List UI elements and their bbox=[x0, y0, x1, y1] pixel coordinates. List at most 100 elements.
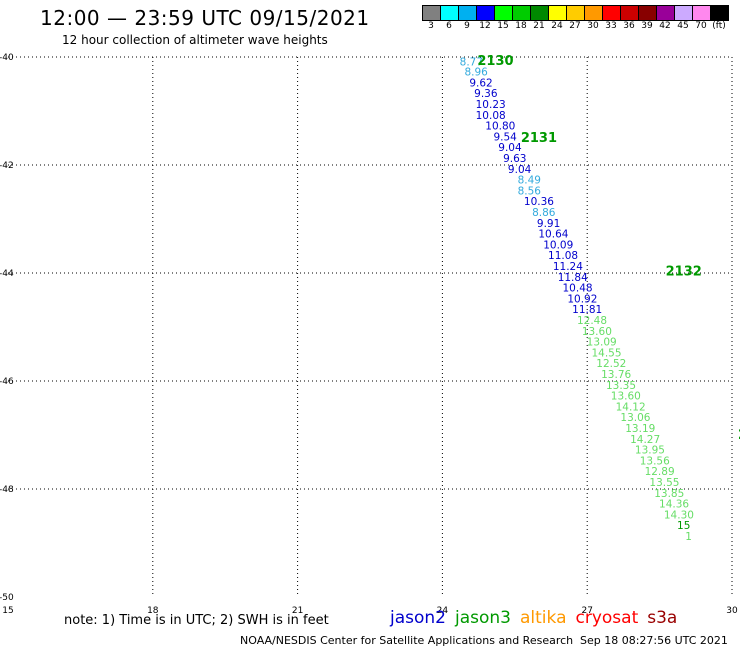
color-scale-label: 42 bbox=[659, 21, 671, 31]
color-scale-label: 36 bbox=[623, 21, 635, 31]
wave-height-point: 13.95 bbox=[635, 445, 665, 457]
color-swatch bbox=[441, 6, 459, 20]
wave-height-point: 14.12 bbox=[616, 401, 646, 413]
color-scale-label: 27 bbox=[569, 21, 581, 31]
chart-axes: 15 18 21 24 27 30 -40 -42 -44 -46 -48 -50 bbox=[0, 53, 738, 616]
footer-timestamp: Sep 18 08:27:56 UTC 2021 bbox=[580, 634, 728, 647]
wave-height-point: 9.91 bbox=[537, 218, 560, 230]
color-swatch bbox=[567, 6, 585, 20]
wave-height-point: 13.06 bbox=[620, 412, 650, 424]
color-scale-label: 70 bbox=[695, 21, 707, 31]
wave-height-point: 13.55 bbox=[649, 477, 679, 489]
color-scale-label: 6 bbox=[446, 21, 452, 31]
legend-entry-altika: altika bbox=[520, 608, 567, 628]
color-swatch bbox=[531, 6, 549, 20]
wave-height-point: 12.52 bbox=[596, 358, 626, 370]
page-subtitle: 12 hour collection of altimeter wave hei… bbox=[62, 33, 328, 47]
wave-height-point: 10.64 bbox=[538, 229, 568, 241]
color-scale-label: 9 bbox=[464, 21, 470, 31]
wave-height-point: 8.49 bbox=[518, 175, 541, 187]
color-scale-label: 45 bbox=[677, 21, 689, 31]
color-scale-label: 30 bbox=[587, 21, 599, 31]
wave-height-point: 9.04 bbox=[508, 164, 532, 176]
wave-height-point: 8.77 bbox=[460, 56, 483, 68]
color-scale-label: 21 bbox=[533, 21, 545, 31]
color-swatch bbox=[621, 6, 639, 20]
wave-height-point: 12.89 bbox=[645, 466, 675, 478]
orbit-pass-label: 2130 bbox=[477, 54, 513, 69]
wave-height-point: 9.63 bbox=[503, 153, 526, 165]
color-scale-label: 12 bbox=[479, 21, 491, 31]
wave-height-point: 13.60 bbox=[582, 326, 612, 338]
y-tick-label: -44 bbox=[0, 269, 14, 279]
color-scale-label: (ft) bbox=[712, 21, 726, 31]
color-swatch bbox=[675, 6, 693, 20]
y-tick-label: -46 bbox=[0, 377, 14, 387]
x-tick-label: 18 bbox=[147, 606, 159, 616]
y-tick-label: -48 bbox=[0, 485, 14, 495]
color-swatch bbox=[477, 6, 495, 20]
wave-height-point: 8.86 bbox=[532, 207, 556, 219]
wave-height-point: 1 bbox=[685, 531, 692, 543]
wave-height-point: 11.08 bbox=[548, 250, 578, 262]
legend-entry-cryosat: cryosat bbox=[575, 608, 639, 628]
y-tick-label: -42 bbox=[0, 161, 14, 171]
legend-entry-jason3: jason3 bbox=[455, 608, 511, 628]
y-tick-label: -40 bbox=[0, 53, 14, 63]
color-scale-label: 33 bbox=[605, 21, 617, 31]
wave-height-point: 13.76 bbox=[601, 369, 631, 381]
color-swatch bbox=[639, 6, 657, 20]
wave-height-point: 9.62 bbox=[469, 77, 492, 89]
wave-height-point: 13.19 bbox=[625, 423, 655, 435]
color-scale-label: 18 bbox=[515, 21, 527, 31]
chart-points: 8.778.969.629.3610.2310.0810.809.549.049… bbox=[460, 56, 694, 543]
x-tick-label: 24 bbox=[437, 606, 449, 616]
x-tick-label: 15 bbox=[2, 606, 13, 616]
wave-height-point: 14.36 bbox=[659, 499, 689, 511]
wave-height-point: 14.55 bbox=[591, 347, 621, 359]
color-scale-bar bbox=[422, 5, 729, 21]
wave-height-point: 14.30 bbox=[664, 509, 694, 521]
color-scale-label: 39 bbox=[641, 21, 653, 31]
wave-height-point: 11.24 bbox=[553, 261, 583, 273]
wave-height-point: 8.96 bbox=[464, 67, 488, 79]
wave-height-point: 15 bbox=[677, 520, 690, 532]
color-swatch bbox=[549, 6, 567, 20]
legend-entry-s3a: s3a bbox=[647, 608, 678, 628]
satellite-legend: jason2 jason3 altika cryosat s3a bbox=[390, 608, 686, 628]
wave-height-point: 13.85 bbox=[654, 488, 684, 500]
footer-note: note: 1) Time is in UTC; 2) SWH is in fe… bbox=[64, 613, 329, 628]
x-tick-label: 21 bbox=[292, 606, 303, 616]
color-swatch bbox=[693, 6, 711, 20]
wave-height-point: 14.27 bbox=[630, 434, 660, 446]
color-scale-label: 3 bbox=[428, 21, 434, 31]
color-scale-label: 15 bbox=[497, 21, 509, 31]
color-swatch bbox=[657, 6, 675, 20]
color-swatch bbox=[459, 6, 477, 20]
wave-height-point: 10.23 bbox=[476, 99, 506, 111]
color-swatch bbox=[585, 6, 603, 20]
color-swatch bbox=[423, 6, 441, 20]
wave-height-point: 10.92 bbox=[567, 293, 597, 305]
page-title: 12:00 — 23:59 UTC 09/15/2021 bbox=[40, 6, 370, 30]
wave-height-point: 11.81 bbox=[572, 304, 602, 316]
x-tick-label: 30 bbox=[726, 606, 738, 616]
wave-height-point: 10.09 bbox=[543, 239, 573, 251]
wave-height-point: 8.56 bbox=[518, 185, 542, 197]
orbit-pass-label: 2133 bbox=[738, 428, 740, 443]
wave-height-point: 9.36 bbox=[474, 88, 498, 100]
wave-height-point: 10.48 bbox=[563, 283, 593, 295]
orbit-pass-label: 2131 bbox=[521, 131, 557, 146]
wave-height-point: 10.80 bbox=[485, 121, 515, 133]
orbit-pass-label: 2132 bbox=[666, 264, 702, 279]
color-swatch bbox=[711, 6, 728, 20]
wave-height-point: 13.09 bbox=[587, 337, 617, 349]
color-swatch bbox=[495, 6, 513, 20]
color-swatch bbox=[603, 6, 621, 20]
color-swatch bbox=[513, 6, 531, 20]
wave-height-point: 9.04 bbox=[498, 142, 522, 154]
wave-height-point: 13.35 bbox=[606, 380, 636, 392]
y-tick-label: -50 bbox=[0, 593, 14, 603]
wave-height-point: 11.84 bbox=[558, 272, 588, 284]
